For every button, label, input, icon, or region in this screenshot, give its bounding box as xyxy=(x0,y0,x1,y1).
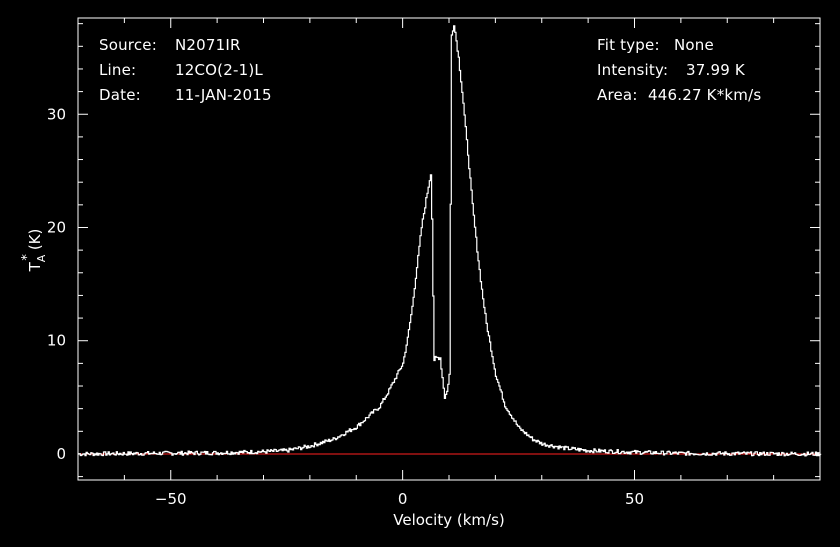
y-axis-label: TA* (K) xyxy=(20,229,48,273)
date-value: 11-JAN-2015 xyxy=(175,86,272,104)
date-label: Date: xyxy=(99,86,141,104)
svg-text:TA*(K): TA* (K) xyxy=(20,229,48,273)
intensity-label: Intensity: xyxy=(597,61,669,79)
area-row: Area: 446.27 K*km/s xyxy=(597,86,761,104)
intensity-value: 37.99 K xyxy=(686,61,745,79)
date-row: Date: 11-JAN-2015 xyxy=(99,86,272,104)
fit-row: Fit type: None xyxy=(597,36,714,54)
area-value: 446.27 K*km/s xyxy=(648,86,762,104)
y-tick-label: 30 xyxy=(47,105,66,123)
source-value: N2071IR xyxy=(175,36,241,54)
x-tick-label: 0 xyxy=(398,490,408,508)
intensity-row: Intensity: 37.99 K xyxy=(597,61,745,79)
source-row: Source: N2071IR xyxy=(99,36,241,54)
axis-tick-labels: −50 0 50 0 10 20 30 xyxy=(47,105,644,508)
y-label-unit: (K) xyxy=(26,229,44,251)
y-tick-label: 10 xyxy=(47,332,66,350)
y-tick-label: 0 xyxy=(56,445,66,463)
line-row: Line: 12CO(2-1)L xyxy=(99,61,263,79)
x-tick-label: 50 xyxy=(625,490,644,508)
fit-value: None xyxy=(674,36,714,54)
y-label-sub: A xyxy=(35,254,48,262)
area-label: Area: xyxy=(597,86,638,104)
x-axis-label: Velocity (km/s) xyxy=(393,511,504,529)
fit-label: Fit type: xyxy=(597,36,660,54)
line-value: 12CO(2-1)L xyxy=(175,61,263,79)
source-label: Source: xyxy=(99,36,157,54)
y-label-main: T xyxy=(26,261,44,272)
spectrum-line xyxy=(78,25,822,457)
y-label-sup: * xyxy=(20,254,35,261)
x-tick-label: −50 xyxy=(155,490,187,508)
line-label: Line: xyxy=(99,61,137,79)
y-tick-label: 20 xyxy=(47,218,66,236)
